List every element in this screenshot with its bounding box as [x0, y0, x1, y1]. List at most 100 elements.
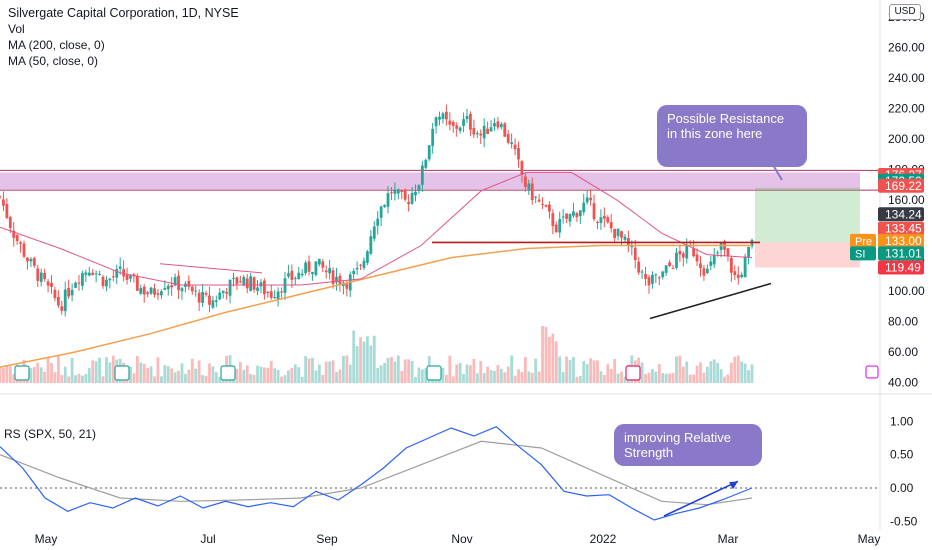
position-stop-box[interactable] — [755, 242, 860, 268]
volume-bar — [496, 365, 500, 383]
candle-body — [479, 133, 483, 136]
candle-body — [572, 211, 575, 216]
candle-body — [39, 272, 43, 282]
candle-body — [317, 258, 321, 265]
volume-bar — [544, 326, 548, 383]
candle-body — [331, 270, 335, 285]
volume-bar — [287, 370, 290, 383]
price-label: 131.01 — [885, 246, 922, 260]
earnings-marker[interactable] — [625, 365, 641, 381]
candle-body — [56, 296, 60, 306]
rs-tick-label: -0.50 — [890, 514, 918, 528]
candle-body — [692, 248, 696, 257]
candle-body — [50, 282, 53, 287]
currency-badge[interactable]: USD — [889, 4, 921, 20]
candle-body — [194, 290, 198, 292]
volume-bar — [417, 367, 421, 383]
volume-bar — [77, 373, 81, 383]
price-label-badge — [878, 221, 924, 236]
candle-body — [139, 288, 143, 294]
volume-bar — [668, 373, 671, 383]
legend-ma50: MA (50, close, 0) — [8, 54, 99, 68]
chart-legend: Silvergate Capital Corporation, 1D, NYSE… — [8, 5, 239, 69]
position-target-box[interactable] — [755, 187, 860, 243]
candle-body — [410, 193, 414, 204]
candle-body — [108, 278, 112, 281]
volume-bar — [475, 373, 479, 383]
volume-bar — [94, 361, 98, 383]
volume-bar — [513, 375, 517, 383]
rs-ma-line[interactable] — [0, 440, 753, 506]
volume-bar — [338, 369, 342, 383]
earnings-marker[interactable] — [865, 365, 879, 379]
volume-bar — [493, 370, 496, 383]
volume-bar — [238, 362, 242, 383]
volume-bar — [548, 336, 551, 383]
candle-body — [681, 253, 685, 258]
volume-bar — [311, 357, 314, 383]
volume-bar — [263, 367, 266, 383]
candle-body — [304, 262, 308, 274]
volume-bar — [153, 376, 156, 383]
y-tick-label: 240.00 — [888, 71, 925, 85]
candle-body — [702, 268, 706, 276]
y-tick-label: 80.00 — [888, 315, 918, 329]
volume-bar — [448, 355, 452, 383]
volume-bar — [383, 362, 386, 383]
volume-bar — [489, 370, 493, 383]
candle-body — [19, 242, 23, 244]
candle-body — [242, 277, 246, 286]
candle-body — [43, 272, 47, 280]
candle-body — [228, 279, 232, 296]
volume-bar — [750, 364, 754, 383]
candle-body — [53, 289, 57, 299]
ma200-line[interactable] — [0, 244, 752, 368]
volume-bar — [462, 374, 465, 383]
rs-arrowhead — [729, 481, 738, 490]
earnings-marker[interactable] — [14, 365, 30, 381]
pink-trendline[interactable] — [159, 263, 263, 274]
candle-body — [719, 242, 723, 250]
rs-line[interactable] — [0, 426, 753, 521]
y-tick-label: 40.00 — [888, 375, 918, 389]
volume-bar — [506, 366, 510, 383]
candle-body — [383, 204, 386, 207]
candle-body — [297, 272, 301, 279]
y-tick-label: 200.00 — [888, 132, 925, 146]
candle-body — [613, 228, 617, 238]
candle-body — [527, 183, 531, 190]
earnings-marker[interactable] — [114, 365, 130, 381]
volume-bar — [376, 368, 380, 383]
resistance-zone[interactable] — [0, 172, 860, 190]
price-label-badge — [878, 260, 924, 275]
volume-bar — [596, 360, 599, 383]
volume-bar — [719, 369, 723, 383]
candle-body — [235, 277, 239, 285]
volume-bar — [173, 372, 177, 383]
candle-body — [290, 270, 294, 280]
candle-body — [705, 268, 709, 274]
price-label: 169.22 — [885, 179, 922, 193]
volume-bar — [482, 373, 486, 383]
candle-body — [60, 306, 64, 311]
candle-body — [417, 185, 421, 192]
ma50-line[interactable] — [0, 171, 753, 286]
volume-bar — [12, 374, 16, 383]
candle-body — [276, 291, 280, 300]
rs-trend-arrow[interactable] — [663, 480, 739, 517]
volume-bar — [558, 356, 562, 383]
earnings-marker[interactable] — [426, 365, 442, 381]
volume-bar — [341, 356, 345, 383]
candle-body — [324, 270, 328, 273]
candle-body — [434, 117, 438, 127]
candle-body — [747, 246, 750, 257]
candle-body — [77, 282, 81, 284]
rising-support-line[interactable] — [649, 282, 772, 320]
volume-bar — [29, 368, 33, 383]
candle-body — [541, 203, 544, 205]
candle-body — [596, 222, 599, 224]
candle-body — [190, 286, 194, 292]
volume-bar — [190, 358, 194, 383]
earnings-marker[interactable] — [220, 365, 236, 381]
